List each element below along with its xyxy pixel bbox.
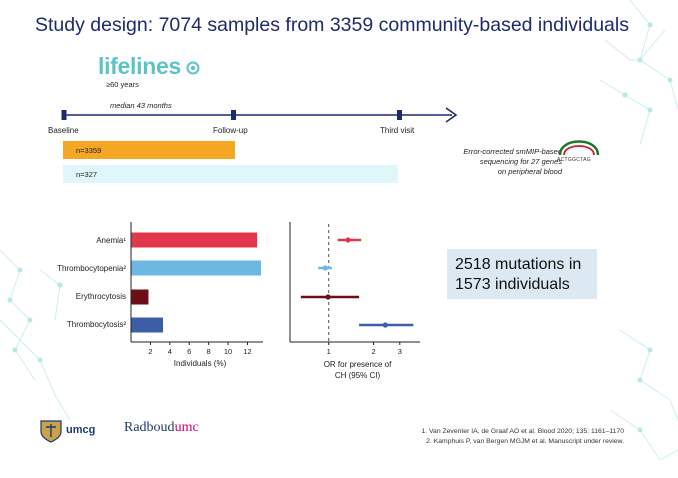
cohort-bar-baseline — [63, 141, 235, 159]
sequencing-note: Error-corrected smMIP-based sequencing f… — [430, 147, 562, 177]
lifelines-logo-text: lifelines — [98, 53, 181, 79]
forest-x-tick-label: 2 — [371, 347, 376, 356]
category-label: Erythrocytosis — [75, 292, 126, 301]
umcg-logo: umcg — [66, 424, 96, 436]
bar-x-tick-label: 8 — [206, 347, 211, 356]
cohort-bar-followup — [63, 165, 398, 183]
dna-sequence: ACTGGCTAG — [557, 157, 591, 163]
bar — [131, 289, 149, 305]
bar-x-axis-title: Individuals (%) — [173, 359, 227, 368]
lifelines-swirl-icon — [186, 61, 200, 75]
references: 1. Van Zeventer IA, de Graaf AO et al. B… — [380, 427, 624, 447]
timeline-label-followup: Follow-up — [213, 126, 248, 135]
thirdvisit-marker — [397, 110, 402, 120]
forest-x-axis-title: OR for presence of CH (95% CI) — [290, 359, 425, 381]
bar-x-tick-label: 4 — [167, 347, 172, 356]
forest-x-axis-title-line: OR for presence of — [323, 360, 392, 369]
baseline-marker — [61, 110, 67, 120]
timeline-label-baseline: Baseline — [48, 126, 79, 135]
median-followup: median 43 months — [110, 101, 172, 110]
bar-x-tick-label: 2 — [148, 347, 153, 356]
bar — [131, 232, 258, 248]
sequencing-note-line: Error-corrected smMIP-based — [463, 147, 562, 156]
mutations-callout-text: 2518 mutations in 1573 individuals — [455, 256, 582, 293]
forest-point — [382, 322, 388, 328]
forest-point — [325, 294, 331, 300]
umc-logo-part: umc — [174, 420, 199, 435]
category-label: Anemia¹ — [96, 236, 126, 245]
sequencing-note-line: sequencing for 27 genes — [479, 157, 562, 166]
forest-x-tick-label: 1 — [326, 347, 331, 356]
followup-marker — [231, 110, 236, 120]
forest-x-axis-title-line: CH (95% CI) — [334, 371, 381, 380]
bar-x-tick-label: 12 — [243, 347, 252, 356]
bar-x-tick-label: 6 — [187, 347, 192, 356]
forest-x-tick-label: 3 — [397, 347, 402, 356]
timeline — [61, 107, 458, 183]
umcg-crest-icon — [40, 420, 62, 443]
forest-point — [322, 265, 328, 271]
reference-item: 2. Kamphuis P, van Bergen MGJM et al. Ma… — [426, 438, 624, 445]
age-note: ≥60 years — [106, 80, 139, 89]
sequencing-note-line: on peripheral blood — [497, 167, 562, 176]
category-label: Thrombocytopenia² — [57, 264, 126, 273]
lifelines-logo: lifelines — [98, 53, 181, 80]
bar — [131, 317, 164, 333]
radboudumc-logo: Radboudumc — [124, 420, 199, 436]
mutations-callout: 2518 mutations in 1573 individuals — [447, 249, 597, 299]
slide-title: Study design: 7074 samples from 3359 com… — [35, 14, 629, 36]
cohort-n-followup: n=327 — [76, 170, 98, 179]
bar — [131, 260, 262, 276]
timeline-label-third-visit: Third visit — [380, 126, 415, 135]
dna-hairpin-icon — [558, 140, 600, 156]
forest-point — [345, 237, 351, 243]
category-label: Thrombocytosis² — [66, 320, 126, 329]
bar-x-tick-label: 10 — [223, 347, 233, 356]
radboud-logo-part: Radboud — [124, 420, 175, 435]
cohort-n-baseline: n=3359 — [76, 146, 102, 155]
reference-item: 1. Van Zeventer IA, de Graaf AO et al. B… — [421, 428, 624, 435]
